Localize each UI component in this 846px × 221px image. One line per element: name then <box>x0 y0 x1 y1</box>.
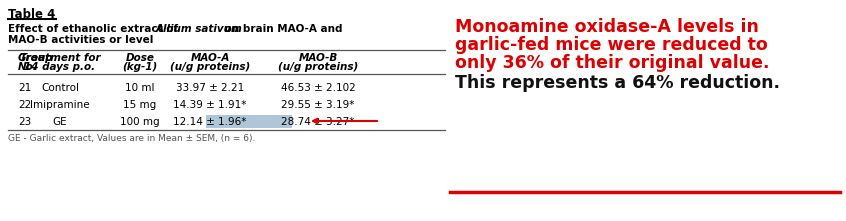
Text: Group: Group <box>18 53 53 63</box>
Text: MAO-A: MAO-A <box>190 53 229 63</box>
Bar <box>206 115 292 128</box>
Text: 12.14 ± 1.96*: 12.14 ± 1.96* <box>173 117 247 127</box>
Text: garlic-fed mice were reduced to: garlic-fed mice were reduced to <box>455 36 768 54</box>
Text: 14.39 ± 1.91*: 14.39 ± 1.91* <box>173 100 247 110</box>
Text: GE: GE <box>52 117 68 127</box>
Text: This represents a 64% reduction.: This represents a 64% reduction. <box>455 74 780 92</box>
Text: Dose: Dose <box>125 53 155 63</box>
Text: 10 ml: 10 ml <box>125 83 155 93</box>
Text: 46.53 ± 2.102: 46.53 ± 2.102 <box>281 83 355 93</box>
Text: Monoamine oxidase-A levels in: Monoamine oxidase-A levels in <box>455 18 759 36</box>
Text: 29.55 ± 3.19*: 29.55 ± 3.19* <box>282 100 354 110</box>
Text: 33.97 ± 2.21: 33.97 ± 2.21 <box>176 83 244 93</box>
Text: on brain MAO-A and: on brain MAO-A and <box>221 24 343 34</box>
Text: Allium sativum: Allium sativum <box>156 24 243 34</box>
Text: 21: 21 <box>18 83 31 93</box>
Text: Table 4: Table 4 <box>8 8 55 21</box>
Text: No.: No. <box>18 62 38 72</box>
Text: MAO-B activities or level: MAO-B activities or level <box>8 35 153 45</box>
Text: Treatment for: Treatment for <box>19 53 101 63</box>
Text: 15 mg: 15 mg <box>124 100 157 110</box>
Text: (u/g proteins): (u/g proteins) <box>170 62 250 72</box>
Text: GE - Garlic extract, Values are in Mean ± SEM, (n = 6).: GE - Garlic extract, Values are in Mean … <box>8 134 255 143</box>
Text: Control: Control <box>41 83 79 93</box>
Text: (kg-1): (kg-1) <box>123 62 157 72</box>
Text: (u/g proteins): (u/g proteins) <box>277 62 358 72</box>
Text: 23: 23 <box>18 117 31 127</box>
Text: Effect of ethanolic extract of: Effect of ethanolic extract of <box>8 24 182 34</box>
Text: 100 mg: 100 mg <box>120 117 160 127</box>
Text: Imipramine: Imipramine <box>30 100 90 110</box>
Text: 22: 22 <box>18 100 31 110</box>
Text: 28.74 ± 3.27*: 28.74 ± 3.27* <box>282 117 354 127</box>
Text: 14 days p.o.: 14 days p.o. <box>25 62 96 72</box>
Text: MAO-B: MAO-B <box>299 53 338 63</box>
Text: only 36% of their original value.: only 36% of their original value. <box>455 54 770 72</box>
